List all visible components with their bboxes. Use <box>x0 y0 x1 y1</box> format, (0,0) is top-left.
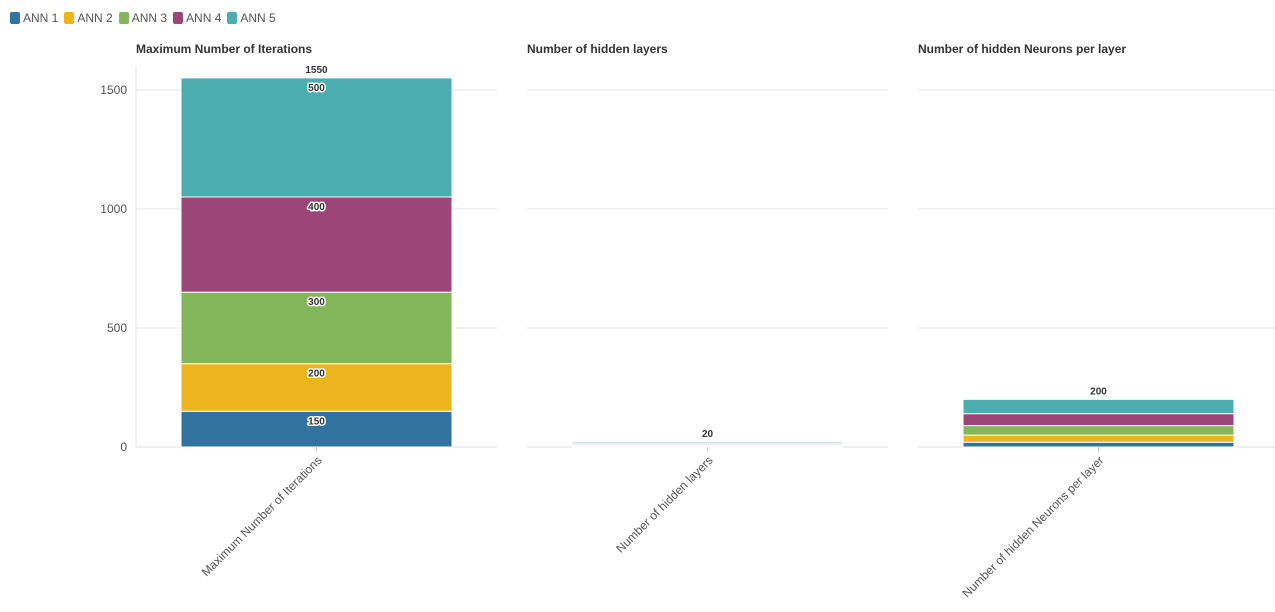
legend-swatch-ann-4 <box>173 12 184 24</box>
panel-title: Maximum Number of Iterations <box>136 42 312 56</box>
y-tick-label: 500 <box>107 321 127 335</box>
x-tick-label: Number of hidden Neurons per layer <box>959 453 1106 600</box>
x-tick-label: Number of hidden layers <box>613 453 715 555</box>
segment-data-label: 400 <box>308 202 325 213</box>
legend-label-ann-1: ANN 1 <box>23 11 59 25</box>
legend: ANN 1 ANN 2 ANN 3 ANN 4 ANN 5 <box>10 11 282 25</box>
segment-data-label: 500 <box>308 83 325 94</box>
y-tick-label: 1000 <box>100 202 127 216</box>
chart-panel-2: Number of hidden layers 20 Number of hidde… <box>527 42 888 556</box>
legend-label-ann-4: ANN 4 <box>186 11 222 25</box>
chart-panel-1: Maximum Number of Iterations 150 200 300 400… <box>135 42 497 579</box>
bar-segment-ann-4 <box>962 413 1235 427</box>
bar-segment-ann-5 <box>571 441 844 445</box>
bar-segment-ann-1 <box>962 441 1235 448</box>
legend-item-ann-4[interactable]: ANN 4 <box>173 11 221 25</box>
legend-item-ann-1[interactable]: ANN 1 <box>10 11 58 25</box>
segment-data-label: 150 <box>308 416 325 427</box>
legend-item-ann-3[interactable]: ANN 3 <box>118 11 168 25</box>
legend-swatch-ann-3 <box>118 12 129 24</box>
bar-segment-ann-3 <box>180 291 453 365</box>
bar-segment-ann-2 <box>962 434 1235 443</box>
bar-segment-ann-4 <box>180 196 453 293</box>
total-data-label: 20 <box>702 429 714 440</box>
bar-segment-ann-3 <box>962 425 1235 436</box>
total-data-label: 1550 <box>305 65 328 76</box>
legend-swatch-ann-2 <box>64 12 75 24</box>
panel-title: Number of hidden layers <box>527 42 668 56</box>
legend-swatch-ann-1 <box>10 12 20 24</box>
legend-label-ann-3: ANN 3 <box>131 11 168 25</box>
legend-item-ann-5[interactable]: ANN 5 <box>227 11 276 25</box>
y-tick-label: 0 <box>120 440 127 454</box>
bar-segment-ann-5 <box>962 398 1235 415</box>
legend-swatch-ann-5 <box>227 12 238 24</box>
total-data-label: 200 <box>1090 386 1107 397</box>
bar-segment-ann-2 <box>180 363 453 412</box>
legend-label-ann-5: ANN 5 <box>240 11 276 25</box>
bar-segment-ann-1 <box>180 410 453 448</box>
x-tick-label: Maximum Number of Iterations <box>199 453 325 579</box>
legend-label-ann-2: ANN 2 <box>77 11 113 25</box>
legend-item-ann-2[interactable]: ANN 2 <box>64 11 113 25</box>
panel-title: Number of hidden Neurons per layer <box>918 42 1126 56</box>
bar-segment-ann-5 <box>180 77 453 198</box>
y-tick-label: 1500 <box>100 83 127 97</box>
segment-data-label: 200 <box>308 369 325 380</box>
segment-data-label: 300 <box>308 297 325 308</box>
chart-panel-3: Number of hidden Neurons per layer 200 Num… <box>918 42 1275 600</box>
